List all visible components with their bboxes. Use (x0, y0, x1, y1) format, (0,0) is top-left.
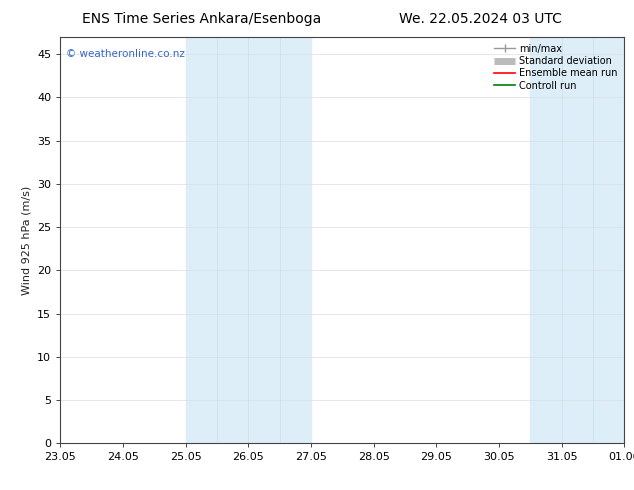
Legend: min/max, Standard deviation, Ensemble mean run, Controll run: min/max, Standard deviation, Ensemble me… (492, 42, 619, 93)
Y-axis label: Wind 925 hPa (m/s): Wind 925 hPa (m/s) (22, 186, 32, 294)
Text: ENS Time Series Ankara/Esenboga: ENS Time Series Ankara/Esenboga (82, 12, 321, 26)
Bar (186, 37, 311, 443)
Bar (531, 37, 624, 443)
Text: © weatheronline.co.nz: © weatheronline.co.nz (66, 49, 184, 59)
Text: We. 22.05.2024 03 UTC: We. 22.05.2024 03 UTC (399, 12, 562, 26)
